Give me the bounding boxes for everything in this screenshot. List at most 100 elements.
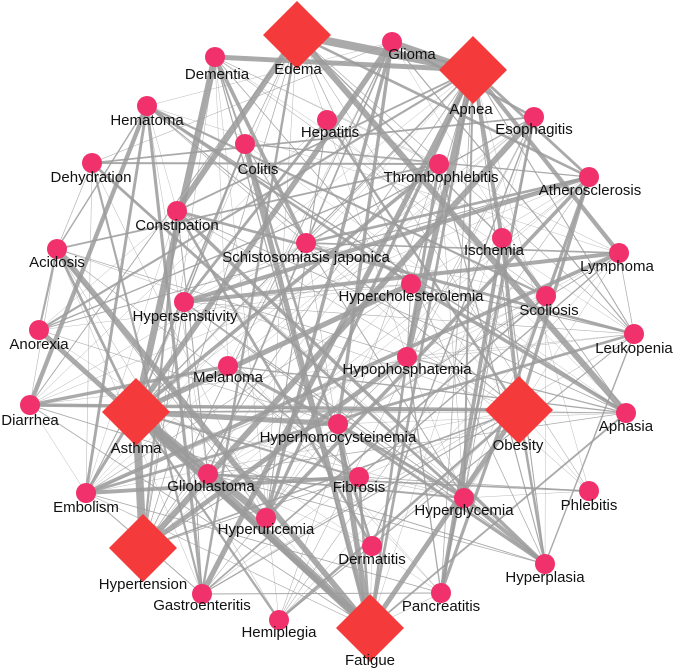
edge: [146, 105, 307, 244]
circle-node: [362, 536, 382, 556]
node-label: Hemiplegia: [241, 624, 317, 641]
edge: [406, 116, 535, 358]
edge: [207, 176, 590, 475]
circle-node: [167, 201, 187, 221]
node-label: Hyperuricemia: [218, 521, 315, 538]
edge: [410, 283, 520, 411]
edge: [391, 41, 635, 335]
edge: [265, 517, 371, 629]
circle-node: [616, 403, 636, 423]
edge: [214, 54, 474, 73]
edge: [146, 105, 178, 212]
edge: [244, 143, 627, 414]
circle-node: [296, 233, 316, 253]
circle-node: [492, 228, 512, 248]
circle-node: [218, 356, 238, 376]
circle-node: [454, 488, 474, 508]
node-label: Obesity: [493, 437, 544, 454]
node-label: Hypophosphatemia: [342, 361, 472, 378]
edge: [91, 162, 440, 165]
edge: [214, 56, 412, 285]
edge: [201, 476, 360, 595]
edge: [438, 163, 465, 499]
circle-node: [76, 483, 96, 503]
edge: [391, 41, 547, 297]
node-label: Ischemia: [464, 242, 525, 259]
node-label: Asthma: [111, 440, 163, 457]
node-label: Phlebitis: [561, 497, 618, 514]
edge: [56, 248, 360, 478]
diamond-node: [102, 378, 170, 446]
edge: [146, 104, 412, 286]
edge: [358, 252, 620, 478]
node-label: Dehydration: [51, 169, 132, 186]
edge: [182, 119, 329, 303]
edge: [264, 175, 591, 520]
edge: [462, 496, 547, 566]
edge: [227, 364, 339, 426]
edge: [440, 69, 474, 594]
edge: [296, 34, 635, 335]
node-label: Atherosclerosis: [539, 182, 642, 199]
edge: [91, 116, 535, 164]
edge: [368, 69, 475, 629]
node-label: Hyperplasia: [505, 569, 585, 586]
edge: [501, 237, 627, 414]
edge: [471, 68, 621, 255]
circle-node: [401, 274, 421, 294]
edge: [37, 248, 59, 331]
edge: [337, 356, 408, 425]
node-label: Dementia: [185, 66, 250, 83]
edge: [29, 119, 328, 406]
edge: [85, 210, 178, 494]
circle-node: [82, 153, 102, 173]
edge: [27, 105, 150, 406]
edge: [29, 34, 298, 406]
edge: [371, 116, 535, 547]
node-label: Gastroenteritis: [153, 597, 251, 614]
circle-node: [137, 96, 157, 116]
node-label: Embolism: [53, 499, 119, 516]
node-label: Thrombophlebitis: [383, 169, 498, 186]
edge: [183, 301, 442, 594]
edges: [27, 30, 635, 632]
node-label: Fatigue: [345, 652, 395, 669]
edge: [175, 209, 547, 566]
edge: [227, 41, 393, 367]
diamond-node: [439, 36, 507, 104]
edge: [176, 209, 635, 336]
edge: [85, 295, 547, 494]
edge: [142, 283, 412, 549]
edge: [85, 409, 520, 494]
edge: [337, 422, 465, 500]
edge: [85, 332, 635, 495]
node-label: Hyperglycemia: [414, 502, 514, 519]
node-label: Hematoma: [110, 112, 184, 129]
node-label: Acidosis: [29, 254, 85, 271]
edge: [337, 422, 546, 566]
edge: [227, 365, 627, 414]
edge: [544, 333, 635, 565]
edge: [214, 56, 635, 335]
circle-node: [269, 610, 289, 630]
edge: [462, 69, 475, 499]
edge: [406, 333, 635, 358]
edge: [358, 409, 520, 478]
circle-node: [328, 414, 348, 434]
node-label: Melanoma: [193, 369, 264, 386]
edge: [176, 210, 627, 414]
edge: [85, 162, 93, 494]
edge: [183, 242, 307, 303]
diamond-node: [336, 594, 404, 662]
edge: [278, 333, 635, 621]
circle-node: [256, 508, 276, 528]
node-label: Constipation: [135, 217, 218, 234]
edge: [265, 283, 412, 519]
edge: [85, 492, 371, 629]
edge: [176, 56, 216, 212]
node-label: Hypercholesterolemia: [338, 288, 484, 305]
node-label: Leukopenia: [595, 340, 673, 357]
edge: [176, 210, 209, 475]
edge: [244, 143, 590, 178]
edge: [183, 301, 635, 335]
